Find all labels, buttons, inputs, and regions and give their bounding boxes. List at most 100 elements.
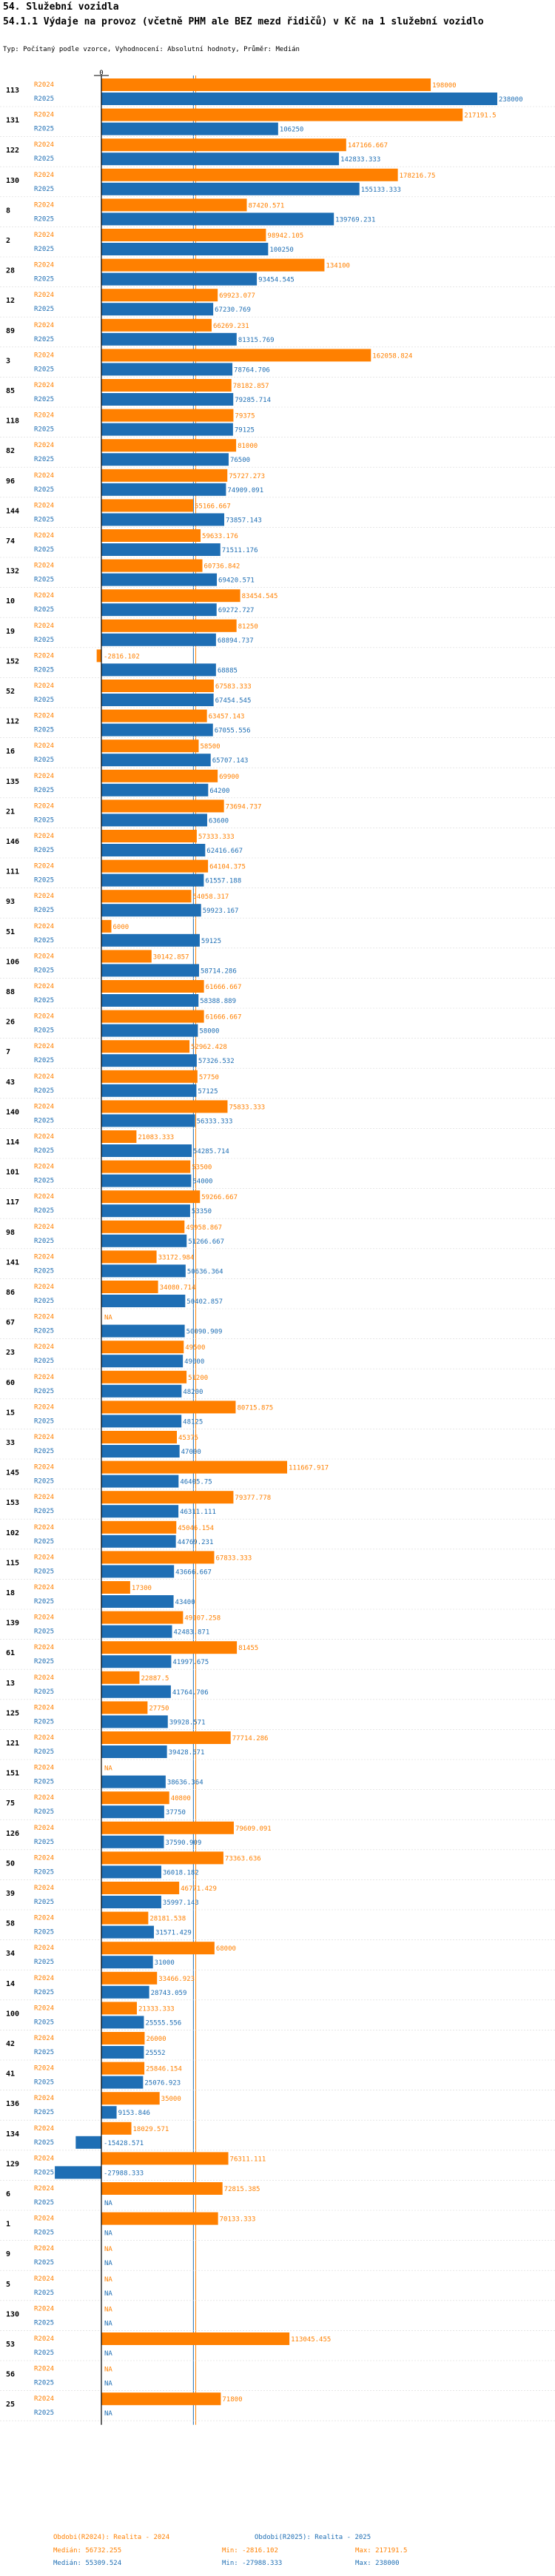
data-label-r2025: 67454.545 [215, 697, 252, 705]
series-label-r2025: R2025 [34, 2079, 54, 2087]
bar-r2025 [101, 904, 201, 917]
data-label-r2024: NA [104, 2367, 112, 2374]
data-label-r2024: 78182.857 [233, 383, 269, 390]
series-label-r2024: R2024 [34, 2216, 54, 2223]
data-label-r2024: 27750 [149, 1705, 169, 1712]
data-label-r2025: 58000 [199, 1028, 219, 1036]
group-label: 58 [6, 1920, 15, 1928]
data-label-r2025: 155133.333 [361, 187, 401, 194]
series-label-r2025: R2025 [34, 1989, 54, 1996]
bar-r2025 [101, 694, 214, 706]
bar-r2025 [101, 1655, 172, 1668]
group-label: 118 [6, 417, 19, 426]
group-label: 42 [6, 2040, 15, 2048]
data-label-r2024: 59633.176 [202, 533, 238, 540]
data-label-r2024: 71800 [222, 2396, 242, 2404]
data-label-r2025: 9153.846 [118, 2110, 150, 2117]
series-label-r2024: R2024 [34, 1073, 54, 1081]
data-label-r2024: 76311.111 [230, 2156, 266, 2163]
bar-r2024 [101, 1731, 231, 1744]
series-label-r2024: R2024 [34, 2366, 54, 2373]
group-label: 140 [6, 1108, 19, 1116]
data-label-r2024: NA [104, 1765, 112, 1773]
bar-r2024 [101, 2121, 132, 2135]
group-label: 117 [6, 1198, 19, 1207]
data-label-r2024: 17300 [132, 1585, 152, 1592]
group-label: 60 [6, 1379, 15, 1387]
series-label-r2025: R2025 [34, 1899, 54, 1906]
group-label: 43 [6, 1079, 15, 1087]
group-label: 101 [6, 1169, 19, 1177]
series-label-r2025: R2025 [34, 2169, 54, 2176]
data-label-r2024: 113045.455 [291, 2336, 331, 2344]
data-label-r2024: 73694.737 [226, 803, 262, 811]
group-label: 88 [6, 988, 15, 996]
data-label-r2025: 53350 [192, 1208, 212, 1215]
data-label-r2025: 39928.571 [169, 1719, 206, 1726]
series-label-r2025: R2025 [34, 727, 54, 734]
data-label-r2024: NA [104, 2276, 112, 2284]
series-label-r2025: R2025 [34, 2349, 54, 2357]
series-label-r2025: R2025 [34, 787, 54, 794]
series-label-r2025: R2025 [34, 937, 54, 945]
series-label-r2024: R2024 [34, 322, 54, 329]
series-label-r2025: R2025 [34, 1147, 54, 1155]
bar-r2024 [101, 78, 431, 91]
data-label-r2025: 106250 [280, 127, 304, 134]
series-label-r2025: R2025 [34, 757, 54, 764]
data-label-r2024: 52962.428 [191, 1044, 227, 1051]
series-label-r2025: R2025 [34, 1087, 54, 1095]
bar-r2024 [101, 1942, 215, 1955]
data-label-r2025: 78764.706 [234, 366, 270, 374]
bar-r2025 [101, 2106, 117, 2119]
group-label: 41 [6, 2070, 15, 2079]
group-label: 153 [6, 1499, 19, 1507]
bar-r2024 [101, 1460, 288, 1474]
bar-r2025 [101, 1144, 192, 1157]
series-label-r2025: R2025 [34, 546, 54, 554]
bar-r2024 [101, 1220, 185, 1233]
bar-r2024 [101, 1611, 184, 1624]
data-label-r2025: 74909.091 [227, 487, 263, 494]
data-label-r2024: 72815.385 [224, 2186, 260, 2193]
bar-r2024 [101, 1851, 223, 1865]
group-label: 53 [6, 2341, 15, 2349]
data-label-r2025: 71511.176 [222, 547, 258, 554]
bar-r2025 [101, 1384, 182, 1398]
data-label-r2024: 178216.75 [400, 172, 436, 180]
series-label-r2024: R2024 [34, 713, 54, 720]
group-label: 61 [6, 1649, 15, 1657]
group-label: 151 [6, 1770, 19, 1778]
bar-r2024 [96, 649, 101, 663]
data-label-r2025: 65707.143 [212, 757, 249, 765]
bar-r2025 [101, 603, 217, 617]
bar-r2025 [101, 243, 269, 255]
group-label: 121 [6, 1740, 19, 1748]
series-label-r2024: R2024 [34, 1584, 54, 1591]
series-label-r2024: R2024 [34, 1794, 54, 1802]
data-label-r2025: 100250 [269, 246, 294, 254]
chart-subtitle: 54.1.1 Výdaje na provoz (včetně PHM ale … [3, 16, 484, 27]
bar-r2025 [101, 723, 213, 737]
series-label-r2025: R2025 [34, 1298, 54, 1305]
bar-r2024 [101, 499, 194, 512]
bar-r2024 [101, 2212, 218, 2225]
series-label-r2025: R2025 [34, 1207, 54, 1215]
bar-r2025 [101, 2076, 144, 2089]
series-label-r2024: R2024 [34, 232, 54, 239]
data-label-r2024: 77714.286 [232, 1735, 269, 1743]
data-label-r2025: 68885 [218, 667, 238, 674]
series-label-r2024: R2024 [34, 1825, 54, 1832]
series-label-r2025: R2025 [34, 1358, 54, 1365]
series-label-r2024: R2024 [34, 1133, 54, 1141]
group-label: 115 [6, 1559, 19, 1567]
series-label-r2025: R2025 [34, 1598, 54, 1606]
group-label: 139 [6, 1620, 19, 1628]
group-label: 14 [6, 1980, 15, 1988]
data-label-r2025: 25552 [145, 2050, 165, 2057]
data-label-r2025: 68894.737 [218, 637, 254, 645]
data-label-r2024: 80715.875 [237, 1404, 273, 1412]
bar-r2025 [101, 1114, 195, 1127]
data-label-r2025: 36018.182 [163, 1869, 199, 1876]
bar-r2024 [101, 409, 234, 422]
